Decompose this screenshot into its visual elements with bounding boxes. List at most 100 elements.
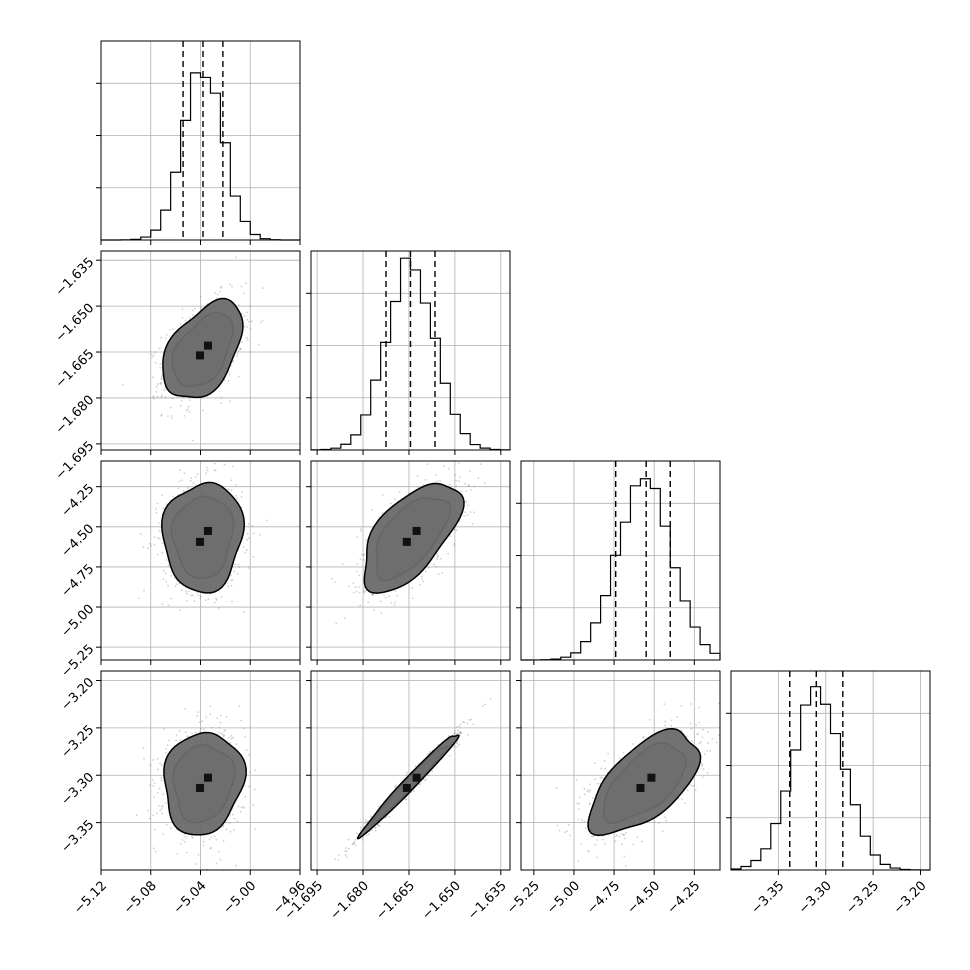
scatter-point xyxy=(691,740,693,743)
scatter-point xyxy=(456,742,459,745)
scatter-point xyxy=(227,488,230,491)
scatter-point xyxy=(455,485,458,487)
scatter-point xyxy=(334,581,336,584)
scatter-point xyxy=(436,556,439,558)
scatter-point xyxy=(477,477,480,480)
scatter-point xyxy=(331,577,333,580)
x-tick-label: −5.00 xyxy=(221,878,260,917)
scatter-point xyxy=(472,723,475,726)
scatter-point xyxy=(614,840,617,843)
scatter-point xyxy=(183,414,186,417)
scatter-point xyxy=(420,575,423,578)
scatter-point xyxy=(180,399,183,402)
scatter-point xyxy=(161,812,164,815)
scatter-point xyxy=(238,375,240,378)
density-peak xyxy=(203,773,212,782)
scatter-point xyxy=(151,356,154,358)
scatter-point xyxy=(232,360,235,363)
scatter-point xyxy=(149,764,152,767)
scatter-point xyxy=(152,814,155,817)
scatter-point xyxy=(437,573,440,576)
scatter-point xyxy=(184,319,187,322)
scatter-point xyxy=(261,287,264,290)
x-tick-label: −3.25 xyxy=(843,878,882,917)
scatter-point xyxy=(179,469,182,472)
scatter-point xyxy=(466,722,469,725)
scatter-point xyxy=(337,854,340,857)
scatter-point xyxy=(197,594,200,597)
scatter-point xyxy=(354,844,357,847)
scatter-point xyxy=(458,731,461,733)
scatter-point xyxy=(165,559,168,561)
scatter-point xyxy=(213,469,216,472)
scatter-point xyxy=(164,751,167,754)
scatter-point xyxy=(373,608,375,611)
scatter-point xyxy=(160,805,163,808)
scatter-point xyxy=(447,552,450,555)
scatter-point xyxy=(164,802,167,804)
scatter-point xyxy=(232,813,234,816)
scatter-point xyxy=(160,394,163,397)
scatter-point xyxy=(178,729,181,732)
scatter-point xyxy=(198,730,201,733)
scatter-point xyxy=(200,727,202,730)
scatter-point xyxy=(148,817,151,820)
scatter-point xyxy=(156,757,159,760)
scatter-point xyxy=(229,742,232,744)
scatter-point xyxy=(161,804,164,807)
scatter-point xyxy=(413,790,415,793)
scatter-point xyxy=(469,488,472,491)
scatter-point xyxy=(150,353,153,355)
scatter-point xyxy=(381,494,384,496)
scatter-point xyxy=(354,586,357,588)
scatter-point xyxy=(187,405,190,408)
scatter-point xyxy=(438,479,441,482)
scatter-point xyxy=(424,779,426,782)
scatter-point xyxy=(142,747,145,750)
scatter-point xyxy=(394,785,397,788)
scatter-point xyxy=(388,595,391,598)
scatter-point xyxy=(230,489,233,492)
scatter-point xyxy=(170,575,172,577)
scatter-point xyxy=(337,859,340,862)
scatter-point xyxy=(362,589,365,592)
scatter-point xyxy=(454,474,457,476)
scatter-point xyxy=(424,570,427,573)
scatter-point xyxy=(466,514,469,516)
scatter-point xyxy=(181,316,184,319)
scatter-point xyxy=(458,725,461,728)
scatter-point xyxy=(215,838,218,841)
scatter-point xyxy=(174,585,177,587)
scatter-point xyxy=(411,597,414,600)
scatter-point xyxy=(190,594,192,597)
histogram-panel-2 xyxy=(516,460,721,665)
scatter-point xyxy=(442,465,445,467)
scatter-point xyxy=(166,744,169,747)
scatter-point xyxy=(234,864,237,867)
scatter-point xyxy=(359,604,362,607)
scatter-point xyxy=(156,791,159,794)
scatter-point xyxy=(459,731,461,734)
scatter-point xyxy=(335,622,338,625)
scatter-point xyxy=(394,590,397,592)
scatter-point xyxy=(380,612,383,614)
scatter-point xyxy=(468,718,471,721)
scatter-point xyxy=(249,771,252,773)
density-peak xyxy=(203,341,212,350)
scatter-point xyxy=(701,728,704,731)
scatter-point xyxy=(435,565,438,568)
scatter-point xyxy=(159,382,162,385)
scatter-point xyxy=(351,843,354,846)
scatter-point xyxy=(631,743,634,745)
scatter-point xyxy=(162,833,165,835)
scatter-point xyxy=(163,727,165,730)
scatter-point xyxy=(160,777,163,779)
scatter-point xyxy=(181,839,184,841)
y-tick-label: −1.650 xyxy=(53,301,98,346)
scatter-point xyxy=(185,409,188,412)
scatter-point xyxy=(196,592,199,594)
panel-frame xyxy=(520,460,721,661)
scatter-point xyxy=(147,809,149,812)
scatter-point xyxy=(365,834,368,837)
density-peak xyxy=(203,526,212,535)
